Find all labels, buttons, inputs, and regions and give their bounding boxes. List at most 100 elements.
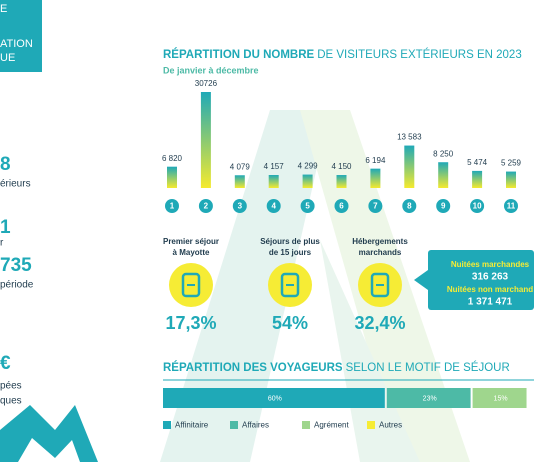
chart-title: RÉPARTITION DES VOYAGEURS SELON LE MOTIF … <box>163 361 510 374</box>
highlight-label: de 15 jours <box>269 248 312 257</box>
month-dot <box>402 199 417 213</box>
value-label: 6 820 <box>162 154 183 163</box>
segment <box>472 388 527 408</box>
x-tick-label: 4 <box>271 202 276 211</box>
value-label: 4 299 <box>298 162 319 171</box>
highlights: Premier séjour à Mayotte 17,3% Séjours de p… <box>163 237 408 333</box>
icon <box>181 272 201 298</box>
callout-value: 1 371 471 <box>468 297 513 308</box>
segment <box>163 388 385 408</box>
banner-text: E <box>0 3 7 15</box>
x-tick-label: 6 <box>339 202 344 211</box>
month-dot <box>232 199 247 213</box>
highlight-label: Premier séjour <box>163 237 219 246</box>
stat-label: érieurs <box>0 179 31 190</box>
segment-label: 15% <box>494 395 508 402</box>
month-dot <box>470 199 485 213</box>
bar <box>336 175 347 188</box>
title-light: DE VISITEURS EXTÉRIEURS EN 2023 <box>317 48 522 61</box>
title-light: SELON LE MOTIF DE SÉJOUR <box>346 361 510 374</box>
callout-arrow <box>414 270 428 290</box>
banner-text: ATION <box>0 38 33 50</box>
value-label: 30726 <box>195 79 218 88</box>
callout-value: 316 263 <box>472 272 509 283</box>
banner-text: UE <box>0 52 15 64</box>
legend-swatch <box>302 421 310 429</box>
month-dot <box>368 199 383 213</box>
icon <box>370 272 390 298</box>
legend-label: Affinitaire <box>175 421 209 430</box>
segment-label: 60% <box>268 395 282 402</box>
highlight-label: à Mayotte <box>173 248 210 257</box>
callout-text: Nuitées non marchand <box>447 285 533 294</box>
legend-swatch <box>163 421 171 429</box>
title-bold: RÉPARTITION DES VOYAGEURS <box>163 361 343 374</box>
legend-swatch <box>230 421 238 429</box>
stat-label: pées <box>0 381 22 392</box>
bar <box>167 166 177 188</box>
stat: 1 <box>0 217 11 238</box>
month-dot <box>436 199 451 213</box>
logo-shape <box>0 405 98 462</box>
highlight-label: Séjours de plus <box>260 237 320 246</box>
highlight-label: marchands <box>359 248 402 257</box>
bar <box>472 170 483 188</box>
x-tick-label: 10 <box>473 202 482 211</box>
month-dot <box>198 199 213 213</box>
stat-label: période <box>0 280 34 291</box>
value-label: 5 474 <box>467 158 488 167</box>
legend-label: Affaires <box>242 421 269 430</box>
value-label: 13 583 <box>397 133 422 142</box>
stat: 8 <box>0 154 11 175</box>
month-dot <box>504 199 518 213</box>
icon <box>280 272 300 298</box>
title-bold: RÉPARTITION DU NOMBRE <box>163 48 315 61</box>
segment <box>386 388 471 408</box>
bg-shape <box>160 110 330 462</box>
month-dot <box>266 199 281 213</box>
callout-text: Nuitées marchandes <box>451 260 530 269</box>
value-label: 4 157 <box>264 162 285 171</box>
x-tick-label: 11 <box>507 202 516 211</box>
x-tick-label: 5 <box>305 202 310 211</box>
highlight-label: Hébergements <box>352 237 408 246</box>
legend-label: Autres <box>379 421 402 430</box>
x-tick-label: 9 <box>441 202 446 211</box>
month-dot <box>165 199 179 213</box>
bar <box>404 145 415 188</box>
value-label: 6 194 <box>365 156 386 165</box>
x-tick-label: 1 <box>170 202 175 211</box>
callout <box>428 250 534 310</box>
bar <box>234 175 245 188</box>
bar <box>268 175 279 188</box>
month-dot <box>300 199 315 213</box>
stat: 735 <box>0 255 32 276</box>
chart-title: RÉPARTITION DU NOMBRE DE VISITEURS EXTÉRI… <box>163 48 522 61</box>
bar <box>370 168 381 188</box>
legend-swatch <box>367 421 375 429</box>
month-dot <box>334 199 349 213</box>
x-tick-label: 3 <box>238 202 243 211</box>
stat-label: r <box>0 238 4 249</box>
bar <box>200 92 211 188</box>
segment-label: 23% <box>423 395 437 402</box>
bar <box>506 171 516 188</box>
bar <box>438 162 449 188</box>
x-tick-label: 8 <box>407 202 412 211</box>
highlight-value: 54% <box>272 313 308 333</box>
value-label: 8 250 <box>433 149 454 158</box>
banner <box>0 0 42 72</box>
value-label: 4 150 <box>331 162 352 171</box>
highlight-value: 17,3% <box>165 313 216 333</box>
x-tick-label: 2 <box>204 202 209 211</box>
legend-label: Agrément <box>314 421 349 430</box>
value-label: 4 079 <box>230 162 251 171</box>
stat-label: ques <box>0 396 22 407</box>
highlight-value: 32,4% <box>354 313 405 333</box>
chart-subtitle: De janvier à décembre <box>163 65 259 75</box>
x-tick-label: 7 <box>373 202 378 211</box>
value-label: 5 259 <box>501 159 522 168</box>
stat: € <box>0 353 11 374</box>
bar <box>302 174 313 188</box>
